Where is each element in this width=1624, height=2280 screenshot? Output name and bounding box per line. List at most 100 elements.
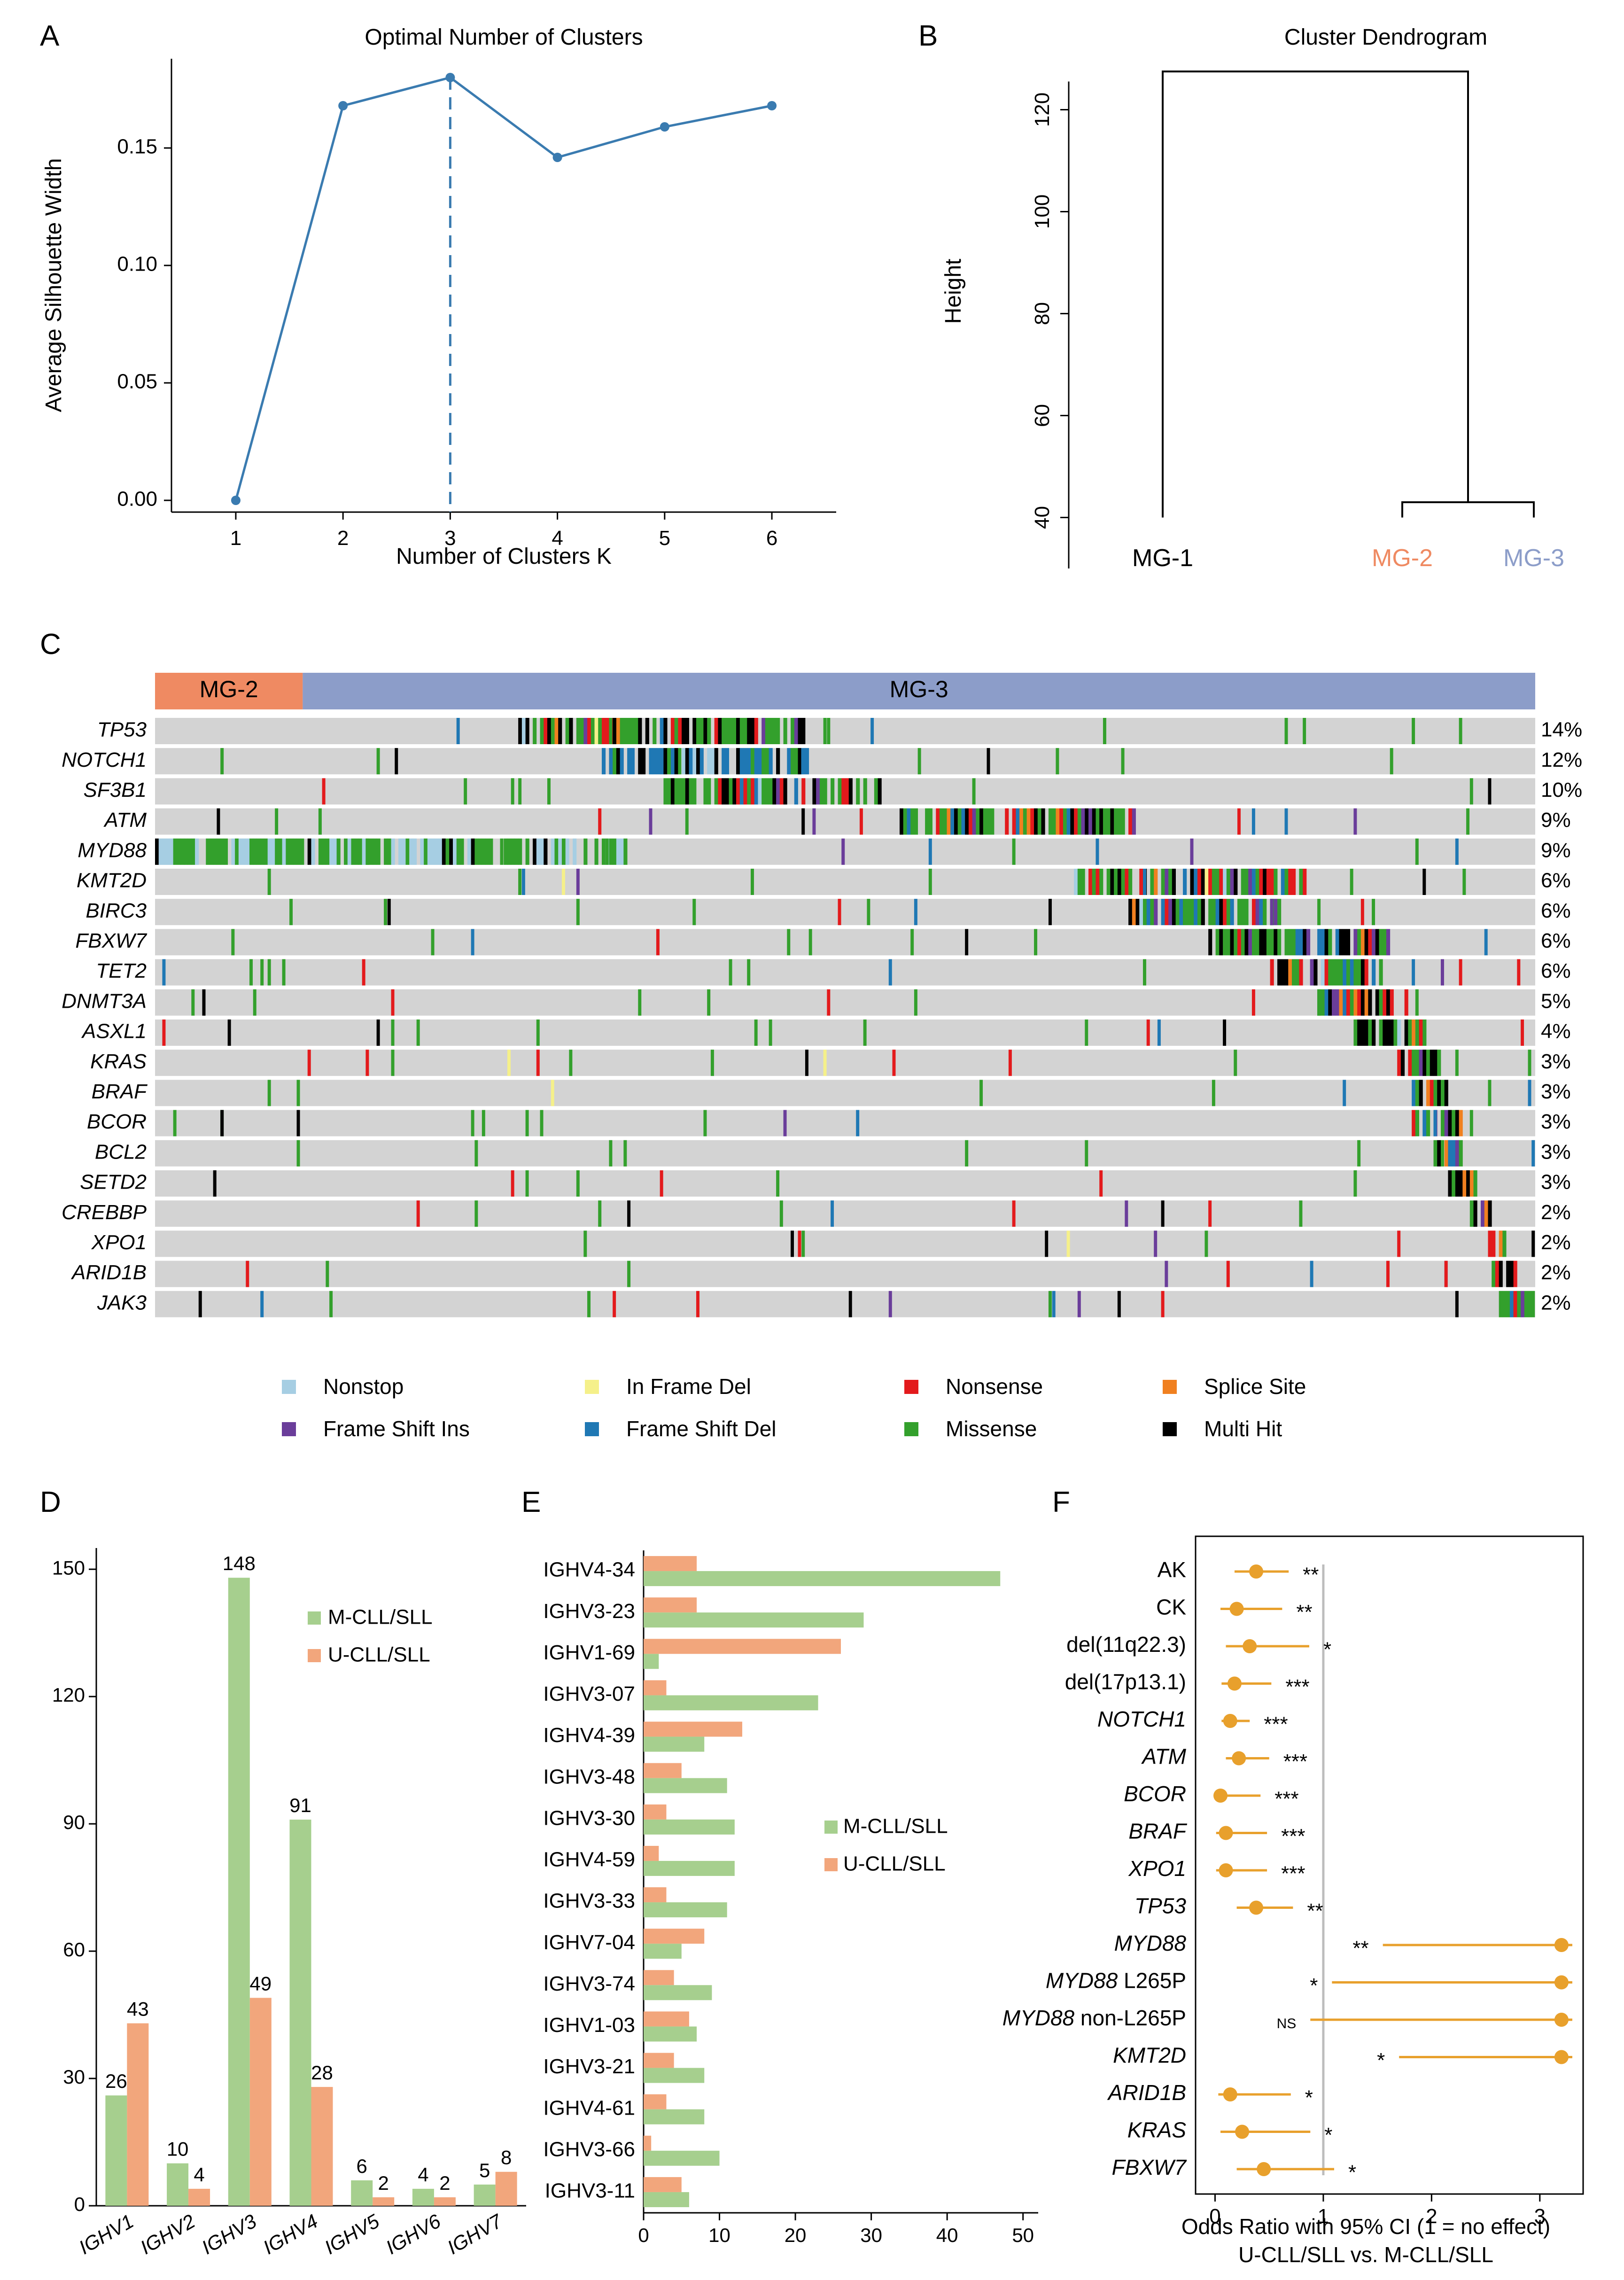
mutation-cell: [703, 1110, 707, 1136]
mutation-cell: [1190, 838, 1194, 865]
mutation-cell: [638, 989, 642, 1016]
mutation-cell: [1277, 929, 1282, 956]
mutation-cell: [707, 778, 711, 805]
mutation-cell: [1393, 1019, 1398, 1046]
legend-label-nonstop: Nonstop: [323, 1374, 404, 1399]
mutation-cell: [213, 838, 217, 865]
mutation-cell: [267, 1080, 271, 1106]
mutation-cell: [1430, 1080, 1434, 1106]
significance-label: *: [1348, 2161, 1356, 2184]
mutation-cell: [471, 1110, 474, 1136]
mutation-cell: [511, 778, 514, 805]
mutation-cell: [1096, 808, 1100, 835]
mutation-cell: [714, 778, 718, 805]
gene-percent-bcor: 3%: [1541, 1110, 1571, 1133]
mutation-cell: [685, 808, 689, 835]
mutation-cell: [1422, 1110, 1427, 1136]
mutation-cell: [761, 778, 766, 805]
gene-label-notch1: NOTCH1: [62, 748, 147, 771]
mutation-cell: [1328, 989, 1332, 1016]
row-label-part: NOTCH1: [1097, 1707, 1186, 1731]
mutation-cell: [1321, 959, 1325, 986]
leaf-label-mg-1: MG-1: [1132, 545, 1193, 572]
mutation-cell: [1165, 899, 1169, 926]
mutation-cell: [1066, 808, 1071, 835]
mutation-cell: [1368, 1019, 1372, 1046]
legend-label-m: M-CLL/SLL: [328, 1606, 433, 1629]
mutation-cell: [1426, 1050, 1430, 1076]
mutation-cell: [358, 838, 363, 865]
mutation-cell: [253, 989, 256, 1016]
mutation-cell: [1437, 1080, 1441, 1106]
mutation-cell: [1012, 838, 1016, 865]
bar-m-ighv3-30: [644, 1819, 735, 1835]
mutation-cell: [1215, 899, 1220, 926]
mutation-cell: [1350, 989, 1354, 1016]
mutation-cell: [1234, 929, 1238, 956]
mutation-cell: [1128, 869, 1133, 895]
mutation-cell: [576, 718, 580, 744]
mutation-cell: [1234, 1050, 1237, 1076]
mutation-cell: [1502, 1230, 1507, 1257]
mutation-cell: [1346, 929, 1351, 956]
mutation-cell: [678, 748, 682, 775]
mutation-cell: [1165, 1261, 1168, 1287]
mutation-cell: [696, 748, 700, 775]
mutation-cell: [1019, 808, 1024, 835]
mutation-cell: [1110, 869, 1114, 895]
mutation-cell: [769, 1019, 772, 1046]
bar-u-ighv3-66: [644, 2135, 652, 2151]
mutation-cell: [1092, 808, 1096, 835]
mutation-cell: [692, 718, 697, 744]
mutation-cell: [282, 838, 286, 865]
mutation-cell: [558, 718, 562, 744]
mutation-cell: [1415, 989, 1419, 1016]
tick-label-y: IGHV4-34: [543, 1558, 635, 1581]
mutation-cell: [783, 718, 787, 744]
mutation-cell: [1128, 808, 1133, 835]
or-point: [1554, 1975, 1569, 1990]
bar-u-ighv3-74: [644, 1970, 674, 1985]
mutation-cell: [1357, 929, 1361, 956]
mutation-cell: [776, 748, 780, 775]
mutation-cell: [848, 778, 853, 805]
mutation-cell: [1317, 989, 1321, 1016]
mutation-cell: [362, 959, 365, 986]
mutation-cell: [1284, 808, 1288, 835]
row-label-part: L265P: [1118, 1969, 1186, 1993]
mutation-cell: [1241, 899, 1245, 926]
mutation-cell: [1459, 1140, 1463, 1167]
mutation-cell: [685, 778, 689, 805]
leaf-label-mg-2: MG-2: [1372, 545, 1433, 572]
mutation-cell: [1251, 869, 1256, 895]
mutation-cell: [286, 838, 290, 865]
mutation-cell: [373, 838, 377, 865]
mutation-cell: [474, 838, 479, 865]
mutation-cell: [1263, 869, 1267, 895]
mutation-cell: [1201, 899, 1205, 926]
mutation-cell: [1306, 929, 1311, 956]
mutation-cell: [1433, 1080, 1438, 1106]
row-label-part: non-L265P: [1074, 2006, 1186, 2030]
tick-label-y: 120: [52, 1684, 85, 1706]
row-label: KRAS: [1127, 2118, 1187, 2142]
mutation-cell: [318, 808, 322, 835]
mutation-cell: [1524, 1291, 1528, 1317]
row-label: MYD88: [1114, 1931, 1187, 1955]
mutation-cell: [808, 929, 812, 956]
or-point: [1243, 1639, 1257, 1653]
mutation-cell: [856, 778, 860, 805]
mutation-cell: [1212, 869, 1216, 895]
mutation-cell: [1528, 1050, 1531, 1076]
row-label-part: FBXW7: [1112, 2155, 1187, 2179]
mutation-cell: [750, 869, 754, 895]
legend-label-multi-hit: Multi Hit: [1204, 1416, 1282, 1441]
significance-label: ***: [1264, 1713, 1288, 1736]
mutation-cell: [928, 869, 932, 895]
mutation-cell: [1372, 929, 1376, 956]
mutation-cell: [805, 1050, 808, 1076]
mutation-cell: [1085, 808, 1089, 835]
tick-label-y: 0.10: [117, 253, 157, 276]
or-point: [1554, 2013, 1569, 2027]
mutation-cell: [674, 778, 678, 805]
